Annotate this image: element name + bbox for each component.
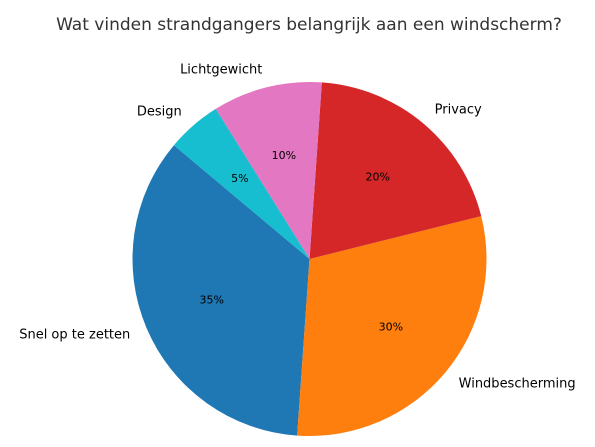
pct-label-design: 5% (231, 172, 248, 185)
slice-label-privacy: Privacy (435, 102, 482, 117)
pct-label-windbescherming: 30% (379, 320, 403, 333)
slice-label-lichtgewicht: Lichtgewicht (180, 63, 262, 78)
slice-label-windbescherming: Windbescherming (459, 377, 576, 392)
pie-slice-windbescherming (297, 216, 487, 437)
pct-label-snel-op-te-zetten: 35% (200, 293, 224, 306)
pie-slices (132, 81, 487, 437)
pie-labels: Snel op te zetten 35% Windbescherming 30% Pr… (19, 63, 575, 392)
pie-slice-privacy (309, 82, 482, 260)
slice-label-design: Design (137, 105, 182, 120)
pie-slice-snel-op-te-zetten (132, 145, 310, 436)
chart-title: Wat vinden strandgangers belangrijk aan … (56, 15, 562, 35)
slice-label-snel-op-te-zetten: Snel op te zetten (19, 328, 130, 343)
pct-label-privacy: 20% (366, 171, 390, 184)
pct-label-lichtgewicht: 10% (272, 149, 296, 162)
pie-slice-design (173, 108, 310, 260)
pie-slice-lichtgewicht (215, 81, 322, 259)
